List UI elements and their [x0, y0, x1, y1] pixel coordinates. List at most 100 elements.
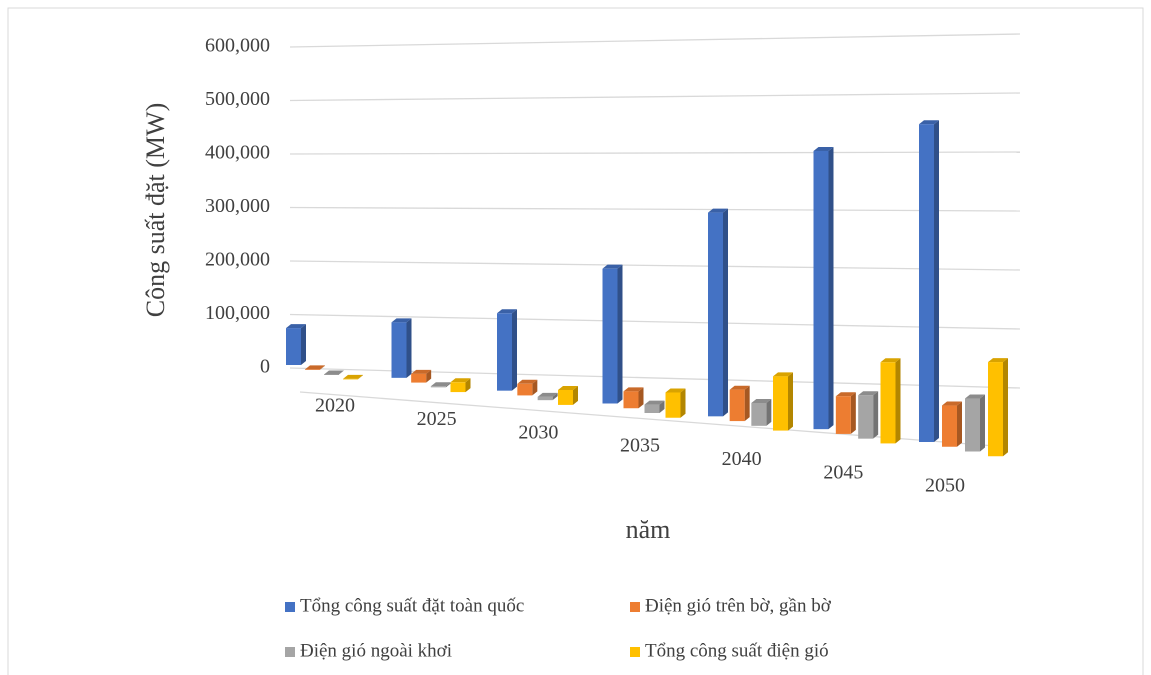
- bar-side: [406, 318, 412, 378]
- bar-side: [320, 365, 325, 370]
- bar: [391, 322, 407, 378]
- x-tick-label: 2050: [925, 475, 965, 497]
- x-tick-label: 2025: [417, 408, 457, 430]
- bar: [305, 369, 320, 370]
- bar-top: [942, 401, 962, 406]
- bar-side: [766, 399, 772, 426]
- bar: [708, 212, 723, 417]
- bar-side: [532, 379, 538, 396]
- bar: [644, 404, 660, 413]
- bar-side: [512, 309, 517, 391]
- bar: [537, 396, 553, 401]
- bar-side: [744, 385, 750, 422]
- bar: [880, 362, 896, 444]
- bar-side: [895, 358, 901, 444]
- bar-top: [305, 365, 325, 370]
- bar-top: [343, 374, 363, 379]
- bar-top: [644, 400, 665, 405]
- bar-top: [965, 394, 985, 399]
- bar-top: [517, 379, 538, 384]
- bar-side: [850, 392, 856, 434]
- bar-side: [1003, 358, 1008, 457]
- legend-swatch: [630, 647, 640, 657]
- x-tick-label: 2035: [620, 435, 660, 457]
- bar: [558, 389, 573, 405]
- bar-top: [665, 388, 686, 393]
- bar: [343, 378, 358, 380]
- bar-top: [497, 309, 517, 314]
- bar-side: [617, 264, 623, 404]
- bar: [942, 405, 957, 447]
- bar-top: [858, 391, 879, 396]
- y-tick-label: 300,000: [205, 195, 270, 217]
- bar: [623, 391, 639, 409]
- bar: [411, 373, 427, 383]
- bar-top: [286, 324, 306, 329]
- bar-top: [324, 370, 344, 375]
- bar-top: [430, 382, 451, 387]
- grid-line: [289, 33, 1021, 48]
- bar-side: [659, 400, 665, 413]
- bar-side: [638, 387, 644, 409]
- bar: [497, 313, 512, 391]
- y-axis-title: Công suất đặt (MW): [141, 103, 170, 317]
- bar-side: [552, 392, 558, 401]
- y-tick-label: 600,000: [205, 35, 270, 57]
- legend-swatch: [630, 602, 640, 612]
- bar: [450, 382, 466, 393]
- legend-label: Tổng công suất đặt toàn quốc: [300, 595, 524, 616]
- bar-side: [680, 388, 686, 418]
- bar-side: [873, 391, 879, 439]
- bar: [324, 374, 339, 375]
- bar-top: [623, 387, 644, 392]
- bar-side: [573, 385, 578, 405]
- x-axis-title: năm: [626, 515, 671, 544]
- grid-line: [289, 151, 1021, 155]
- bar-top: [773, 372, 793, 377]
- bar-top: [411, 369, 432, 374]
- bar-top: [708, 208, 728, 213]
- legend-label: Điện gió trên bờ, gần bờ: [645, 595, 832, 616]
- y-tick-label: 500,000: [205, 88, 270, 110]
- bar-top: [729, 385, 750, 390]
- bar-side: [426, 369, 432, 383]
- y-tick-label: 100,000: [205, 302, 270, 324]
- bar: [286, 328, 301, 365]
- bar-side: [980, 394, 985, 452]
- bar-top: [558, 385, 578, 390]
- bar-side: [828, 146, 834, 430]
- bar-side: [358, 374, 363, 380]
- legend-swatch: [285, 647, 295, 657]
- x-tick-label: 2030: [518, 421, 558, 443]
- y-tick-label: 200,000: [205, 249, 270, 271]
- grid-line: [289, 313, 1021, 330]
- grid-line: [289, 206, 1021, 212]
- bar-side: [445, 382, 451, 388]
- bar-side: [957, 401, 962, 447]
- bar-top: [391, 318, 412, 323]
- bar: [430, 386, 446, 388]
- bar-top: [988, 358, 1008, 363]
- bar: [773, 376, 788, 431]
- y-tick-label: 0: [260, 356, 270, 378]
- x-tick-label: 2020: [315, 395, 355, 417]
- legend-label: Tổng công suất điện gió: [645, 640, 829, 661]
- bar: [813, 150, 829, 430]
- bar-side: [301, 324, 306, 365]
- bar-top: [919, 120, 939, 125]
- bar: [729, 389, 745, 422]
- x-tick-label: 2040: [722, 448, 762, 470]
- bar-top: [835, 392, 856, 397]
- legend-swatch: [285, 602, 295, 612]
- chart-border: [7, 7, 1144, 675]
- bar: [919, 124, 934, 443]
- bar-top: [602, 264, 623, 269]
- bar: [602, 268, 618, 404]
- bar: [965, 398, 980, 452]
- bar-side: [723, 208, 728, 417]
- bar-side: [934, 120, 939, 443]
- legend-label: Điện gió ngoài khơi: [300, 640, 452, 661]
- bar-top: [751, 399, 772, 404]
- bar: [988, 362, 1003, 457]
